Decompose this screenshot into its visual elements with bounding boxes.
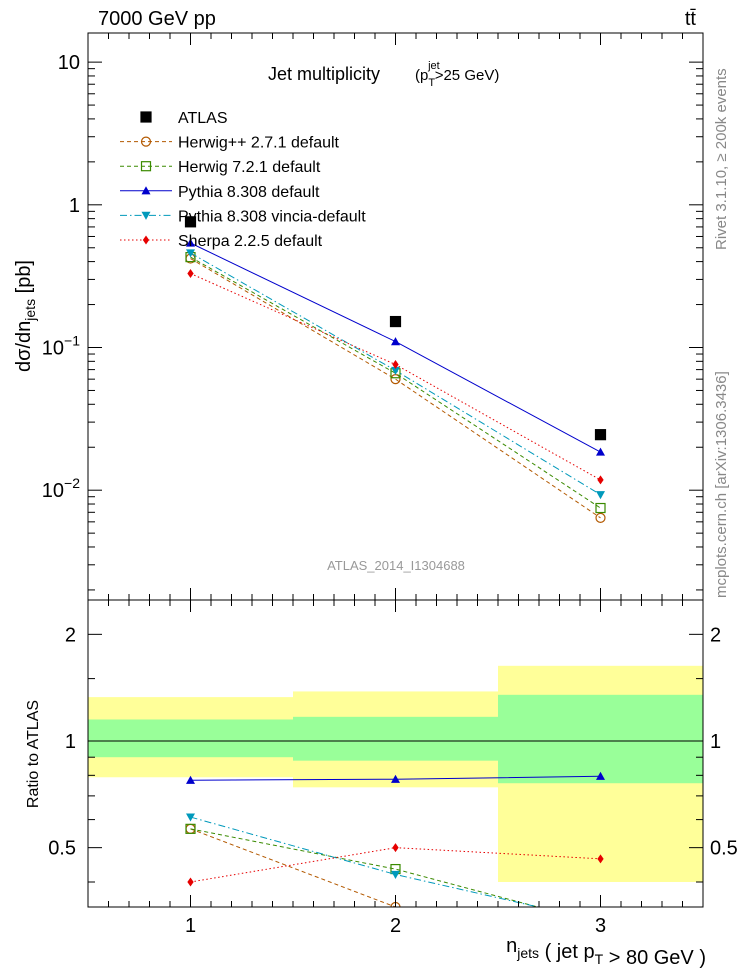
- x-tick-label: 2: [390, 915, 401, 937]
- main-data-point-5-2: [597, 475, 604, 485]
- ratio-data-point-3-0: [186, 813, 195, 822]
- legend-marker: [140, 136, 152, 147]
- ratio-data-point-1-0: [185, 823, 196, 834]
- main-data-point-4-0: [186, 249, 195, 258]
- legend-label: Pythia 8.308 default: [178, 184, 320, 201]
- main-y-tick-label: 1: [69, 195, 80, 217]
- ratio-panel: 0.5 0.5 1 1 2 2 1 2 3 Ratio to ATLAS njets ( je…: [25, 599, 738, 969]
- main-data-point-0-0: [184, 216, 197, 228]
- ratio-y-tick-label-right: 0.5: [710, 838, 738, 860]
- ratio-data-point-2-2: [596, 771, 605, 780]
- ratio-y-axis-label: Ratio to ATLAS: [25, 700, 42, 808]
- legend-entry-1: Herwig++ 2.7.1 default: [120, 135, 340, 152]
- legend-marker: [140, 111, 152, 123]
- main-data-point-0-2: [594, 429, 607, 441]
- ratio-data-point-3-1: [391, 870, 400, 879]
- source-label: mcplots.cern.ch [arXiv:1306.3436]: [713, 371, 730, 598]
- ratio-y-tick-label: 1: [65, 731, 76, 753]
- main-y-axis-label: dσ/dnjets [pb]: [13, 260, 38, 372]
- ratio-y-tick-label: 2: [65, 624, 76, 646]
- legend-entry-5: Sherpa 2.2.5 default: [120, 233, 323, 250]
- x-tick-label: 1: [185, 915, 196, 937]
- ratio-inner-band-2: [498, 694, 703, 784]
- main-data-point-1-1: [390, 374, 401, 385]
- ratio-data-point-4-1: [392, 843, 399, 853]
- legend-entry-0: ATLAS: [140, 110, 228, 127]
- main-data-point-0-1: [389, 315, 402, 328]
- x-axis-label: njets ( jet pT > 80 GeV ): [506, 935, 706, 969]
- main-data-point-4-2: [596, 491, 605, 500]
- main-data-point-5-0: [187, 269, 194, 279]
- main-data-point-3-1: [391, 337, 400, 346]
- main-data-point-5-1: [392, 360, 399, 370]
- main-y-tick-label: 10−1: [42, 333, 80, 360]
- legend-label: Pythia 8.308 vincia-default: [178, 208, 366, 225]
- ratio-data-point-4-2: [597, 854, 604, 864]
- main-y-tick-label: 10−2: [42, 475, 80, 502]
- main-series-line-1: [190, 258, 601, 519]
- legend-label: ATLAS: [178, 110, 228, 127]
- ratio-series-line-3: [190, 816, 541, 907]
- ratio-inner-band-1: [293, 716, 498, 761]
- energy-label: 7000 GeV pp: [98, 8, 216, 30]
- main-data-point-3-2: [596, 447, 605, 456]
- legend-label: Herwig 7.2.1 default: [178, 159, 321, 176]
- legend-marker: [142, 235, 150, 245]
- main-data-point-1-2: [595, 512, 606, 523]
- main-data-point-4-1: [391, 366, 400, 375]
- legend-entry-4: Pythia 8.308 vincia-default: [120, 208, 366, 225]
- rivet-version-label: Rivet 3.1.10, ≥ 200k events: [713, 68, 730, 250]
- legend-label: Herwig++ 2.7.1 default: [178, 135, 340, 152]
- main-data-point-2-2: [595, 502, 606, 514]
- ratio-series-line-0: [190, 828, 399, 907]
- chart-title-cut: (pTjet >25 GeV): [415, 60, 499, 89]
- main-series-line-2: [190, 256, 601, 509]
- legend-marker: [141, 211, 151, 220]
- legend-marker: [141, 186, 151, 195]
- ratio-data-point-2-0: [186, 775, 195, 784]
- analysis-id-label: ATLAS_2014_I1304688: [327, 558, 465, 573]
- process-label: tt̄: [685, 8, 697, 30]
- legend-label: Sherpa 2.2.5 default: [178, 233, 323, 250]
- legend-entry-2: Herwig 7.2.1 default: [120, 159, 321, 176]
- ratio-y-tick-label-right: 1: [710, 731, 721, 753]
- ratio-data-point-4-0: [187, 877, 194, 887]
- ratio-y-tick-label-right: 2: [710, 624, 721, 646]
- ratio-y-tick-label: 0.5: [48, 838, 76, 860]
- main-y-tick-label: 10: [58, 52, 80, 74]
- main-panel: 10 1 10−1 10−2 dσ/dnjets [pb] Jet multiplic…: [13, 32, 704, 601]
- ratio-inner-band-0: [88, 719, 293, 758]
- main-data-point-3-0: [186, 238, 195, 247]
- ratio-series-line-4: [190, 847, 601, 883]
- main-series-line-5: [190, 273, 601, 481]
- main-series-line-3: [190, 242, 601, 453]
- legend-entry-3: Pythia 8.308 default: [120, 184, 320, 201]
- x-tick-label: 3: [595, 915, 606, 937]
- chart-title: Jet multiplicity: [268, 64, 380, 84]
- ratio-data-point-2-1: [391, 774, 400, 783]
- legend-marker: [140, 161, 152, 172]
